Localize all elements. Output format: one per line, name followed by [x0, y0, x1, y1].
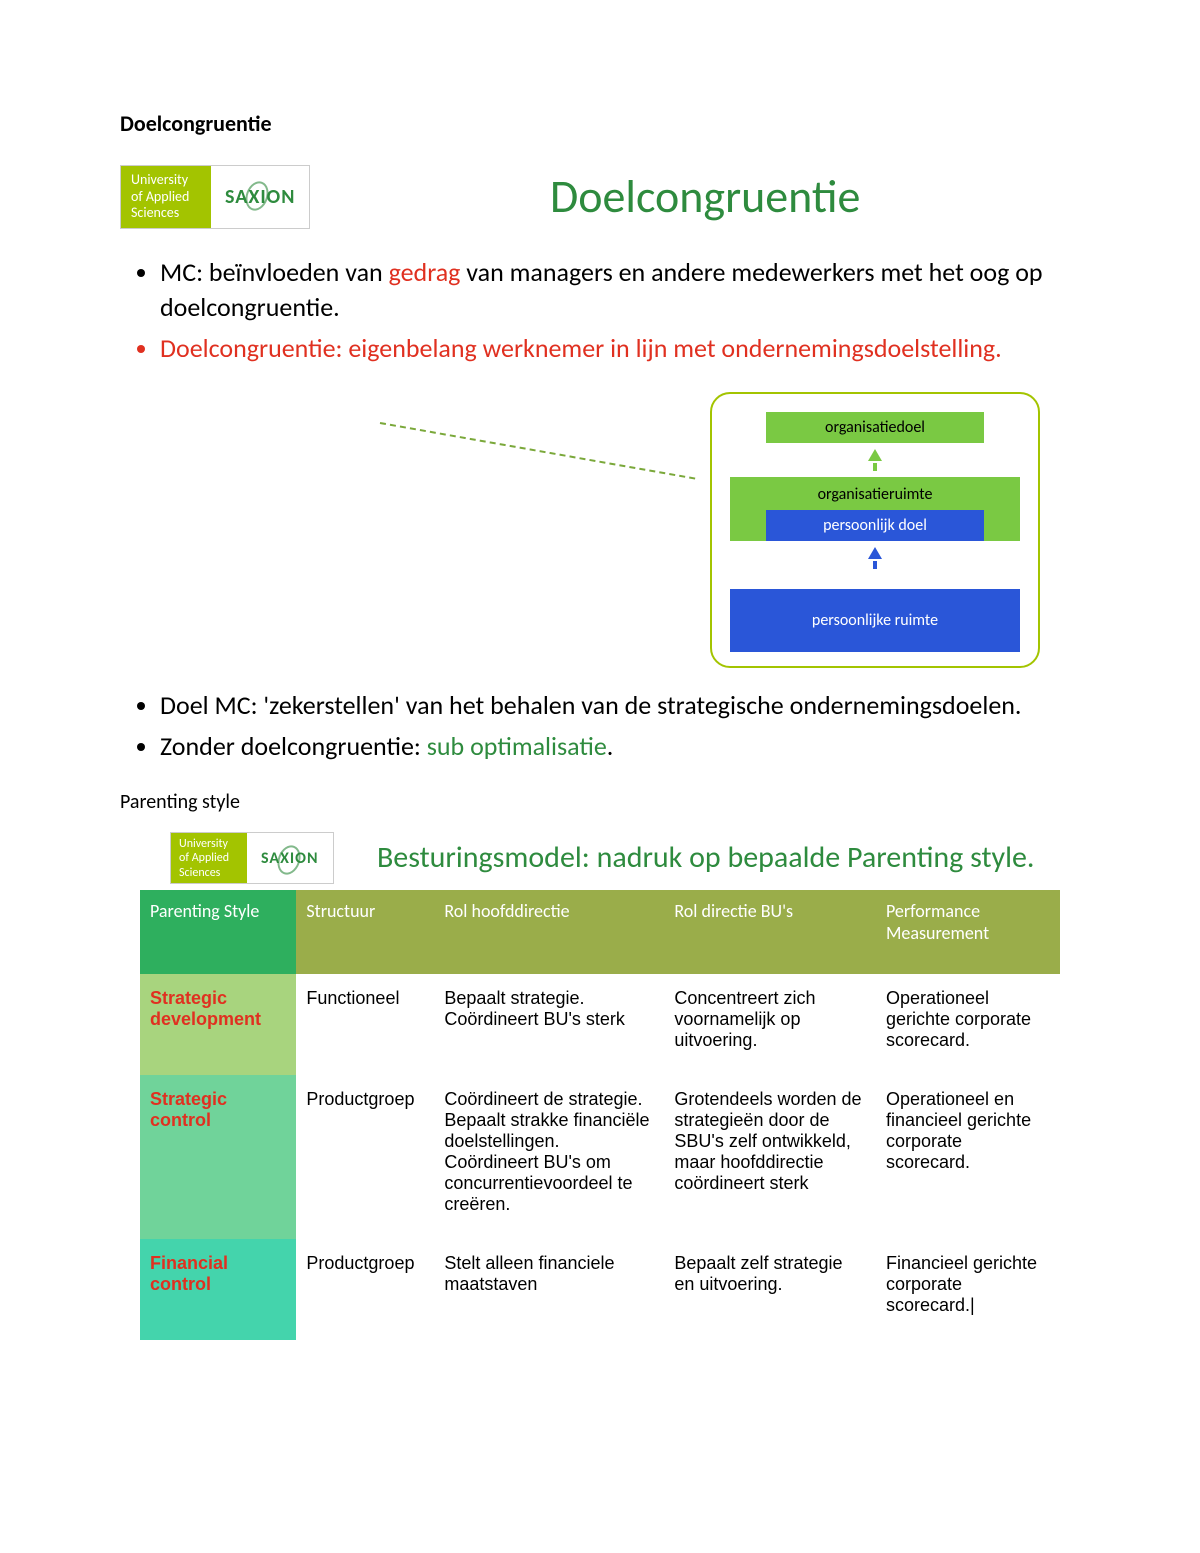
bullet-4-highlight: sub optimalisatie — [427, 730, 607, 762]
saxion-wordmark: SAXION — [225, 185, 295, 209]
slide1-header: University of Applied Sciences SAXION Do… — [120, 165, 1080, 229]
cell-perf: Operationeel gerichte corporate scorecar… — [876, 974, 1060, 1075]
cell-style: Strategic development — [140, 974, 296, 1075]
arrow-stem-blue — [873, 561, 877, 569]
box-organisatieruimte: organisatieruimte persoonlijk doel — [730, 477, 1020, 541]
saxion-wordmark-small: SAXION — [261, 849, 319, 868]
col-rol-hoofddirectie: Rol hoofddirectie — [434, 890, 664, 974]
box-persoonlijk-doel: persoonlijk doel — [766, 510, 984, 541]
bullet-2: Doelcongruentie: eigenbelang werknemer i… — [160, 331, 1080, 366]
slide2-title: Besturingsmodel: nadruk op bepaalde Pare… — [352, 841, 1061, 876]
section2-heading: Parenting style — [120, 790, 1080, 814]
page: Doelcongruentie University of Applied Sc… — [0, 0, 1200, 1400]
saxion-line3: Sciences — [131, 205, 201, 222]
cell-rol-bu: Concentreert zich voornamelijk op uitvoe… — [664, 974, 876, 1075]
cell-structuur: Productgroep — [296, 1239, 434, 1340]
bullet-4: Zonder doelcongruentie: sub optimalisati… — [160, 729, 1080, 764]
cell-rol-hoofd: Bepaalt strategie. Coördineert BU's ster… — [434, 974, 664, 1075]
saxion-logo: University of Applied Sciences SAXION — [120, 165, 310, 229]
saxion-line1: University — [131, 172, 201, 189]
arrow-up-green-icon — [868, 449, 882, 461]
arrow-stem-green — [873, 463, 877, 471]
box-organisatiedoel: organisatiedoel — [766, 412, 984, 443]
cell-structuur: Functioneel — [296, 974, 434, 1075]
table-row: Strategic development Functioneel Bepaal… — [140, 974, 1060, 1075]
cell-rol-hoofd: Coördineert de strategie. Bepaalt strakk… — [434, 1075, 664, 1239]
callout-line — [380, 422, 695, 480]
saxion-logo-small: University of Applied Sciences SAXION — [170, 832, 334, 884]
slide1-bullets-top: MC: beïnvloeden van gedrag van managers … — [120, 255, 1080, 366]
slide1-bullets-bottom: Doel MC: 'zekerstellen' van het behalen … — [120, 688, 1080, 764]
arrow-up-blue-icon — [868, 547, 882, 559]
cell-rol-hoofd: Stelt alleen financiele maatstaven — [434, 1239, 664, 1340]
table-row: Strategic control Productgroep Coördinee… — [140, 1075, 1060, 1239]
saxion-university-label-small: University of Applied Sciences — [171, 833, 247, 883]
bullet-1: MC: beïnvloeden van gedrag van managers … — [160, 255, 1080, 325]
cell-rol-bu: Grotendeels worden de strategieën door d… — [664, 1075, 876, 1239]
saxion-brand: SAXION — [211, 166, 309, 228]
section1-heading: Doelcongruentie — [120, 110, 1080, 137]
saxion-university-label: University of Applied Sciences — [121, 166, 211, 228]
col-performance-measurement: Performance Measurement — [876, 890, 1060, 974]
bullet-1-highlight: gedrag — [389, 256, 461, 288]
bullet-3: Doel MC: 'zekerstellen' van het behalen … — [160, 688, 1080, 723]
col-parenting-style: Parenting Style — [140, 890, 296, 974]
col-rol-directie-bu: Rol directie BU's — [664, 890, 876, 974]
cell-rol-bu: Bepaalt zelf strategie en uitvoering. — [664, 1239, 876, 1340]
saxion-brand-small: SAXION — [247, 833, 333, 883]
slide2-header: University of Applied Sciences SAXION Be… — [140, 832, 1060, 884]
slide2: University of Applied Sciences SAXION Be… — [140, 832, 1060, 1340]
box-persoonlijke-ruimte: persoonlijke ruimte — [730, 589, 1020, 652]
slide1-title: Doelcongruentie — [330, 169, 1080, 225]
cell-style: Strategic control — [140, 1075, 296, 1239]
goal-congruence-diagram-wrap: organisatiedoel organisatieruimte persoo… — [120, 392, 1080, 662]
cell-perf: Financieel gerichte corporate scorecard.… — [876, 1239, 1060, 1340]
goal-congruence-diagram: organisatiedoel organisatieruimte persoo… — [710, 392, 1040, 668]
parenting-style-table: Parenting Style Structuur Rol hoofddirec… — [140, 890, 1060, 1340]
table-head: Parenting Style Structuur Rol hoofddirec… — [140, 890, 1060, 974]
col-structuur: Structuur — [296, 890, 434, 974]
table-row: Financial control Productgroep Stelt all… — [140, 1239, 1060, 1340]
cell-style: Financial control — [140, 1239, 296, 1340]
cell-perf: Operationeel en financieel gerichte corp… — [876, 1075, 1060, 1239]
saxion-line2: of Applied — [131, 189, 201, 206]
cell-structuur: Productgroep — [296, 1075, 434, 1239]
table-body: Strategic development Functioneel Bepaal… — [140, 974, 1060, 1340]
